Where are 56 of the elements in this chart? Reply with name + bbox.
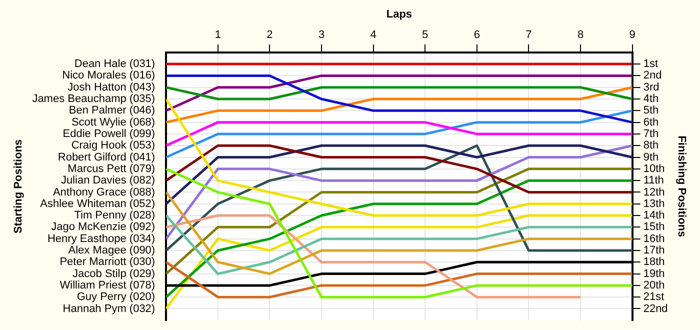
text: Alex Magee (090) bbox=[68, 244, 156, 257]
y-tick-label: 13th bbox=[643, 198, 665, 210]
text: Julian Davies (082) bbox=[60, 174, 156, 187]
y-tick-label: 6th bbox=[643, 116, 659, 128]
y-tick-label: 18th bbox=[643, 256, 665, 268]
y-tick-label: 19th bbox=[643, 268, 665, 280]
text: Ashlee Whiteman (052) bbox=[40, 198, 156, 210]
text: Josh Hatton (043) bbox=[68, 81, 156, 94]
y-tick-label: 5th bbox=[643, 104, 659, 117]
y-tick-label: 7th bbox=[643, 128, 659, 140]
x-tick-label: 8 bbox=[577, 28, 584, 41]
y-tick-label: 22nd bbox=[643, 302, 668, 315]
text: Henry Easthope (034) bbox=[47, 232, 156, 245]
x-tick-label: 5 bbox=[422, 28, 428, 41]
text: William Priest (078) bbox=[60, 279, 156, 292]
text: Hannah Pym (032) bbox=[62, 302, 156, 315]
y-tick-label: 1st bbox=[643, 58, 658, 70]
text: Guy Perry (020) bbox=[76, 291, 156, 304]
y-tick-label: 12th bbox=[643, 186, 665, 198]
text: Craig Hook (053) bbox=[71, 140, 156, 152]
y-tick-label: 2nd bbox=[643, 70, 662, 82]
text: Marcus Pett (079) bbox=[68, 162, 156, 175]
x-tick-label: 9 bbox=[629, 28, 636, 41]
y-tick-label: 20th bbox=[643, 279, 665, 292]
text: Robert Gilford (041) bbox=[58, 151, 156, 164]
text: Starting Positions bbox=[12, 139, 25, 234]
y-tick-label: 8th bbox=[643, 140, 659, 152]
text: Anthony Grace (088) bbox=[52, 186, 156, 198]
x-tick-label: 3 bbox=[318, 28, 325, 41]
text: Eddie Powell (099) bbox=[62, 128, 156, 140]
y-tick-label: 11th bbox=[643, 174, 664, 187]
x-tick-label: 4 bbox=[370, 28, 376, 41]
y-tick-label: 9th bbox=[643, 151, 659, 164]
x-tick-label: 1 bbox=[214, 28, 221, 41]
y-tick-label: 21st bbox=[643, 291, 664, 304]
text: Jacob Stilp (029) bbox=[72, 268, 156, 280]
y-tick-label: 10th bbox=[643, 162, 665, 175]
y-tick-label: 14th bbox=[643, 210, 665, 222]
x-axis-title: Laps bbox=[386, 8, 412, 21]
y-axis-title: Finishing Positions bbox=[675, 136, 688, 238]
text: Scott Wylie (068) bbox=[71, 116, 156, 128]
text: Peter Marriott (030) bbox=[60, 256, 156, 268]
text: Dean Hale (031) bbox=[74, 58, 156, 70]
text: Nico Morales (016) bbox=[62, 70, 156, 82]
y-tick-label: 16th bbox=[643, 232, 665, 245]
x-tick-label: 6 bbox=[474, 28, 480, 41]
text: Tim Penny (028) bbox=[74, 210, 156, 222]
y-tick-label: 3rd bbox=[643, 81, 660, 94]
text: Jago McKenzie (092) bbox=[51, 221, 156, 234]
x-tick-label: 2 bbox=[266, 28, 273, 41]
text: James Beauchamp (035) bbox=[32, 93, 156, 106]
text: Ben Palmer (046) bbox=[68, 104, 156, 117]
y-tick-label: 15th bbox=[643, 221, 665, 234]
y-tick-label: 4th bbox=[643, 93, 659, 106]
x-tick-label: 7 bbox=[526, 28, 532, 41]
y-tick-label: 17th bbox=[643, 244, 665, 257]
